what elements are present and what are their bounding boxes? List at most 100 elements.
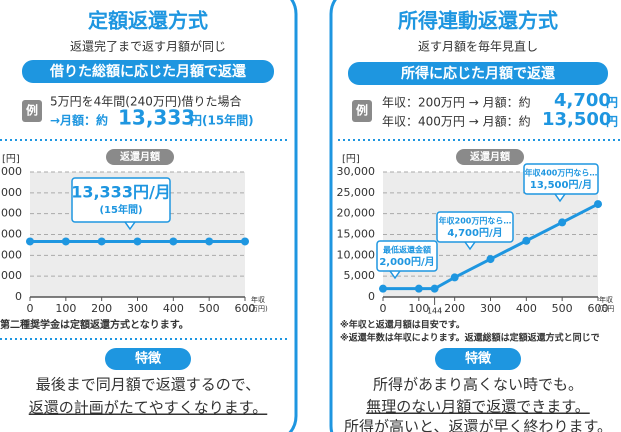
callout-text: 年収200万円なら… [439, 216, 512, 226]
example-unit: 円 [606, 96, 618, 110]
chart-label-box [106, 149, 174, 165]
data-point [430, 284, 439, 293]
example-tag: 例 [356, 103, 368, 118]
callout-pointer [124, 221, 136, 231]
example-tag-box [352, 100, 372, 122]
data-point [450, 273, 459, 282]
callout-text: 4,700円/月 [447, 227, 502, 239]
x-tick-label: 144 [427, 307, 442, 316]
example-prefix: →月額：約 [50, 113, 108, 128]
callout-pointer [389, 270, 401, 280]
data-point [26, 237, 34, 246]
chart-label: 返還月額 [470, 150, 510, 163]
x-unit: (万円 [598, 305, 615, 313]
callout-box [71, 177, 171, 223]
panel-title: 所得連動返還方式 [398, 9, 558, 33]
x-tick-label: 400 [163, 302, 184, 315]
y-tick-label: 30,000 [337, 165, 376, 178]
x-tick-label: 100 [408, 302, 429, 315]
data-point [414, 284, 423, 293]
example-text: 年収：400万円 → 月額：約 [382, 114, 531, 129]
callout-text: 年収400万円なら… [525, 168, 598, 178]
data-point [522, 236, 531, 245]
y-tick-label: 15,000 [337, 228, 376, 241]
y-unit: [円] [342, 154, 360, 165]
callout-text: 2,000円/月 [379, 256, 434, 268]
callout-text: 13,333円/月 [71, 183, 171, 202]
banner [348, 62, 608, 85]
feature-line: 無理のない月額で返還できます。 [366, 398, 590, 416]
y-unit: [円] [2, 154, 20, 165]
chart-label: 返還月額 [120, 150, 160, 163]
banner [22, 60, 274, 83]
x-tick-label: 100 [55, 302, 76, 315]
x-tick-label: 300 [480, 302, 501, 315]
data-point [486, 255, 495, 264]
callout-pointer [464, 241, 476, 251]
feature-line: 所得が高いと、返還が早く終わります。 [344, 418, 612, 432]
y-tick-label: 10,000 [337, 248, 376, 261]
note: ※返還年数は年収によります。返還総額は定額返還方式と同じで [340, 332, 600, 344]
y-tick-label: 5,000 [0, 269, 22, 282]
feature-tag: 特徴 [465, 351, 492, 367]
x-tick-label: 600 [588, 302, 609, 315]
panel-title: 定額返還方式 [88, 9, 208, 33]
feature-tag-box [105, 348, 191, 370]
x-tick-label: 500 [552, 302, 573, 315]
y-tick-label: 10,000 [0, 248, 22, 261]
feature-line: 所得があまり高くない時でも。 [373, 376, 583, 394]
example-suffix: 円(15年間) [190, 113, 254, 128]
y-tick-label: 25,000 [337, 186, 376, 199]
data-point [379, 284, 387, 293]
example-amount: 13,500 [542, 109, 611, 130]
data-point [97, 237, 106, 246]
data-point [241, 237, 249, 246]
x-unit: (万円) [248, 305, 268, 313]
x-tick-label: 200 [444, 302, 465, 315]
x-tick-label: 300 [127, 302, 148, 315]
callout-box [376, 240, 438, 272]
feature-tag-box [435, 348, 521, 370]
example-unit: 円 [606, 115, 618, 129]
y-tick-label: 25,000 [0, 186, 22, 199]
x-tick-label: 0 [380, 302, 387, 315]
banner-text: 借りた総額に応じた月額で返還 [49, 63, 247, 80]
example-amount: 4,700 [554, 90, 611, 111]
callout-box [436, 211, 514, 243]
x-tick-label: 0 [27, 302, 34, 315]
example-case: 5万円を4年間(240万円)借りた場合 [50, 94, 242, 109]
data-point [169, 237, 178, 246]
example-tag-box [22, 100, 42, 122]
example-tag: 例 [26, 103, 38, 118]
y-tick-label: 20,000 [0, 207, 22, 220]
feature-line: 最後まで同月額で返還するので、 [36, 376, 260, 394]
data-point [558, 218, 567, 227]
callout-text: 13,500円/月 [530, 179, 592, 191]
x-tick-label: 400 [516, 302, 537, 315]
data-point [205, 237, 214, 246]
x-label: 年収 [599, 295, 613, 304]
callout-text: 最低返還金額 [383, 245, 431, 255]
panel-subtitle: 返す月額を毎年見直し [418, 39, 538, 54]
y-tick-label: 5,000 [344, 269, 376, 282]
note: ※年収と返還月額は目安です。 [340, 319, 465, 331]
chart-label-box [456, 149, 524, 165]
x-tick-label: 200 [91, 302, 112, 315]
data-point [61, 237, 70, 246]
y-tick-label: 0 [368, 290, 375, 303]
x-tick-label: 600 [235, 302, 256, 315]
banner-text: 所得に応じた月額で返還 [401, 65, 556, 82]
panel-subtitle: 返還完了まで返す月額が同じ [70, 39, 226, 54]
x-tick-label: 500 [199, 302, 220, 315]
data-point [133, 237, 142, 246]
example-text: 年収：200万円 → 月額：約 [382, 95, 531, 110]
y-tick-label: 15,000 [0, 228, 22, 241]
note: 第二種奨学金は定額返還方式となります。 [0, 318, 189, 331]
example-amount: 13,333 [118, 106, 195, 130]
x-label: 年収 [251, 295, 265, 304]
feature-tag: 特徴 [135, 351, 162, 367]
callout-text: (15年間) [99, 203, 142, 216]
callout-box [523, 163, 599, 195]
